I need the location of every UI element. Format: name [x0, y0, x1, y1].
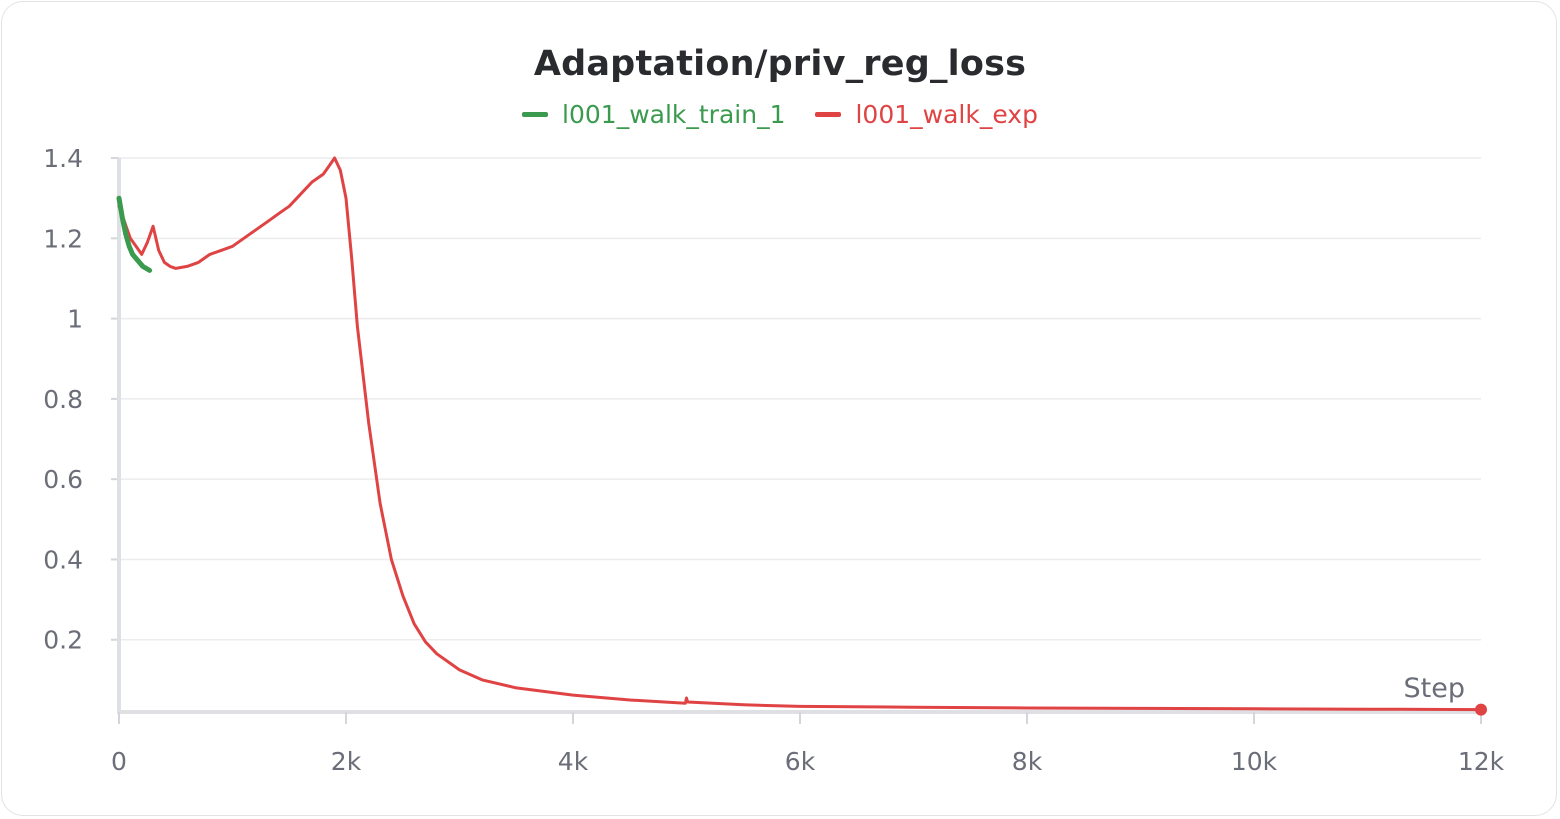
- x-axis-title: Step: [1404, 673, 1465, 704]
- x-tick-label: 6k: [785, 747, 816, 776]
- series-line-exp: [117, 156, 1483, 712]
- y-tick-label: 0.4: [43, 545, 83, 574]
- x-tick-label: 8k: [1012, 747, 1043, 776]
- legend-swatch-train: [522, 112, 549, 117]
- x-tick-label: 4k: [558, 747, 589, 776]
- series-line-train: [116, 195, 153, 273]
- y-tick-label: 1.4: [43, 144, 83, 173]
- x-tick-label: 2k: [331, 747, 362, 776]
- series-end-marker-exp: [1475, 703, 1487, 716]
- y-tick-label: 0.2: [43, 626, 83, 655]
- legend-item-train[interactable]: l001_walk_train_1: [522, 100, 785, 129]
- chart-legend: l001_walk_train_1 l001_walk_exp: [0, 100, 1560, 129]
- x-tick-label: 10k: [1231, 747, 1278, 776]
- legend-label-exp: l001_walk_exp: [855, 100, 1038, 129]
- x-tick-label: 12k: [1458, 747, 1505, 776]
- legend-label-train: l001_walk_train_1: [562, 100, 786, 129]
- chart-title: Adaptation/priv_reg_loss: [533, 44, 1027, 84]
- legend-swatch-exp: [815, 112, 842, 117]
- y-tick-label: 1: [67, 305, 83, 334]
- y-tick-label: 0.6: [43, 465, 83, 494]
- y-tick-label: 0.8: [43, 385, 83, 414]
- y-tick-label: 1.2: [43, 224, 83, 253]
- legend-item-exp[interactable]: l001_walk_exp: [815, 100, 1038, 129]
- x-tick-label: 0: [111, 747, 127, 776]
